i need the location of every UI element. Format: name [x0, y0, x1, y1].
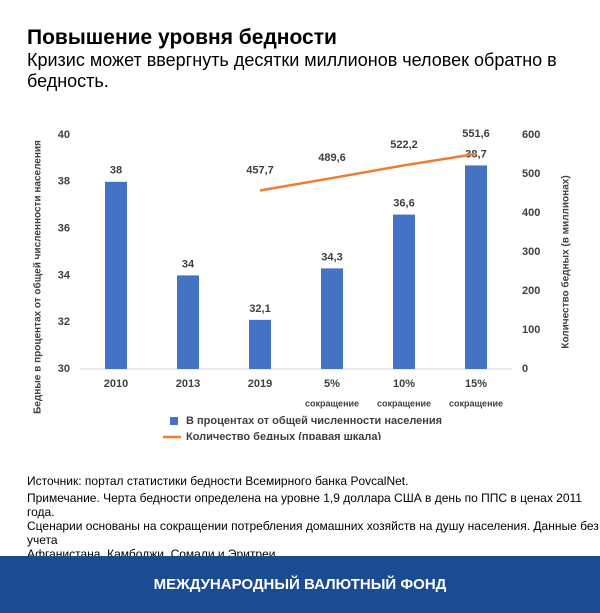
y-tick-label: 30: [58, 363, 70, 375]
line-value-label: 522,2: [390, 139, 418, 151]
y-axis-label: Бедные в процентах от общей численности …: [32, 140, 44, 414]
bar: [321, 268, 343, 369]
line-value-label: 489,6: [318, 152, 346, 164]
y-tick-label: 40: [58, 129, 70, 141]
footer: МЕЖДУНАРОДНЫЙ ВАЛЮТНЫЙ ФОНД: [0, 556, 600, 613]
y2-tick-label: 500: [522, 168, 540, 180]
bar: [393, 214, 415, 369]
bar-value-label: 34,3: [321, 251, 342, 263]
y-tick-label: 34: [58, 269, 71, 281]
legend-label: Количество бедных (правая шкала): [186, 431, 382, 440]
bar: [105, 181, 127, 369]
note-line: Источник: портал статистики бедности Все…: [27, 474, 409, 488]
y2-tick-label: 0: [522, 363, 528, 375]
x-tick-label: 2019: [248, 378, 272, 390]
legend-swatch: [170, 417, 178, 425]
y-tick-label: 38: [58, 176, 70, 188]
bar: [249, 319, 271, 369]
subtitle: Кризис может ввергнуть десятки миллионов…: [27, 50, 557, 91]
bar: [465, 165, 487, 369]
y2-tick-label: 600: [522, 129, 540, 141]
y2-tick-label: 200: [522, 285, 540, 297]
bar-value-label: 34: [182, 258, 195, 270]
bar-value-label: 38: [110, 165, 122, 177]
bar-value-label: 32,1: [249, 303, 270, 315]
x-tick-label: 5%: [324, 378, 340, 390]
y-tick-label: 32: [58, 316, 70, 328]
line-value-label: 551,6: [462, 128, 490, 140]
line-value-label: 457,7: [246, 164, 274, 176]
note-line: Примечание. Черта бедности определена на…: [27, 491, 582, 519]
bar: [177, 275, 199, 369]
y2-tick-label: 400: [522, 207, 540, 219]
x-tick-label: сокращение: [449, 398, 503, 408]
x-tick-label: 15%: [465, 378, 487, 390]
title: Повышение уровня бедности: [27, 26, 337, 49]
line: [259, 152, 477, 192]
x-tick-label: сокращение: [377, 398, 431, 408]
legend-label: В процентах от общей численности населен…: [186, 415, 442, 427]
y2-axis-label: Количество бедных (в миллионах): [560, 175, 572, 348]
y2-tick-label: 100: [522, 324, 540, 336]
y-tick-label: 36: [58, 223, 70, 235]
x-tick-label: 2010: [104, 378, 128, 390]
y2-tick-label: 300: [522, 246, 540, 258]
x-tick-label: сокращение: [305, 398, 359, 408]
x-tick-label: 10%: [393, 378, 415, 390]
x-tick-label: 2013: [176, 378, 200, 390]
notes: Источник: портал статистики бедности Все…: [27, 474, 600, 561]
note-line: Сценарии основаны на сокращении потребле…: [27, 519, 599, 547]
bar-value-label: 36,6: [393, 197, 414, 209]
